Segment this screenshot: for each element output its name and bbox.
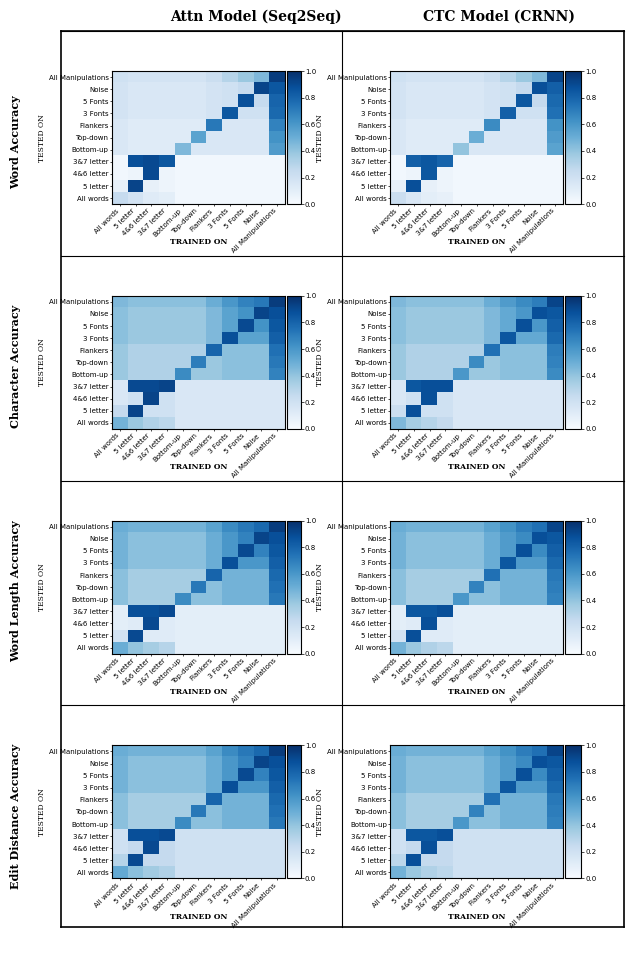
Y-axis label: TESTED ON: TESTED ON xyxy=(316,114,324,162)
Y-axis label: TESTED ON: TESTED ON xyxy=(316,563,324,611)
Y-axis label: TESTED ON: TESTED ON xyxy=(38,563,45,611)
Text: TRAINED ON: TRAINED ON xyxy=(170,238,227,246)
Y-axis label: TESTED ON: TESTED ON xyxy=(38,339,45,386)
Text: TRAINED ON: TRAINED ON xyxy=(170,463,227,471)
Text: TRAINED ON: TRAINED ON xyxy=(448,913,506,920)
Y-axis label: TESTED ON: TESTED ON xyxy=(316,788,324,836)
Text: Word Length Accuracy: Word Length Accuracy xyxy=(10,521,22,663)
Text: TRAINED ON: TRAINED ON xyxy=(448,688,506,696)
Y-axis label: TESTED ON: TESTED ON xyxy=(38,788,45,836)
Text: Character Accuracy: Character Accuracy xyxy=(10,306,22,428)
Text: TRAINED ON: TRAINED ON xyxy=(448,463,506,471)
Y-axis label: TESTED ON: TESTED ON xyxy=(38,114,45,162)
Text: Attn Model (Seq2Seq): Attn Model (Seq2Seq) xyxy=(170,10,342,24)
Text: TRAINED ON: TRAINED ON xyxy=(170,913,227,920)
Y-axis label: TESTED ON: TESTED ON xyxy=(316,339,324,386)
Text: Word Accuracy: Word Accuracy xyxy=(10,95,22,189)
Text: TRAINED ON: TRAINED ON xyxy=(170,688,227,696)
Text: TRAINED ON: TRAINED ON xyxy=(448,238,506,246)
Text: Edit Distance Accuracy: Edit Distance Accuracy xyxy=(10,743,22,889)
Text: CTC Model (CRNN): CTC Model (CRNN) xyxy=(423,10,575,23)
